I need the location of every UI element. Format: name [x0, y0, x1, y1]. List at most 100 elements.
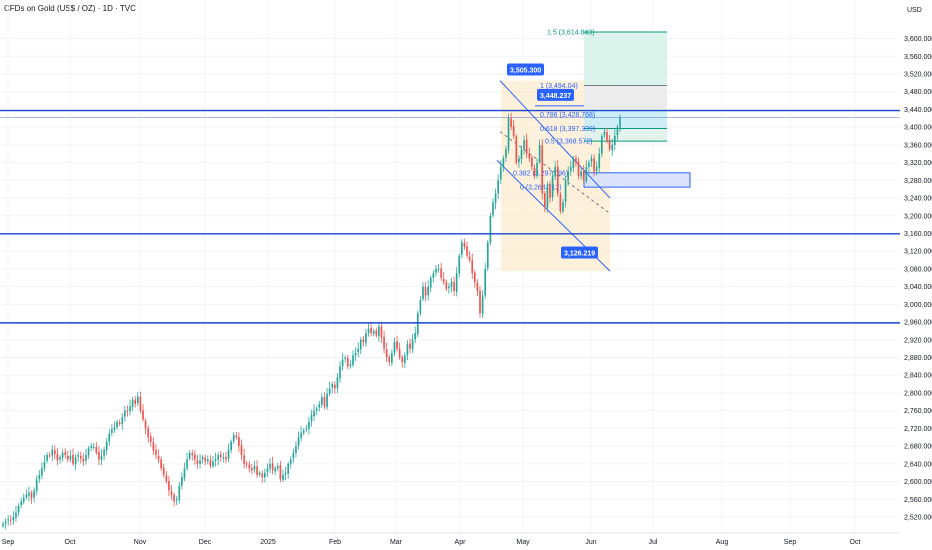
candle-body [98, 451, 100, 460]
grid [0, 0, 900, 533]
candle-body [401, 357, 404, 362]
fib-label: 0 (3,264.712) [520, 185, 562, 192]
candle-body [572, 158, 575, 168]
candle-body [7, 519, 10, 521]
candle-body [206, 459, 209, 462]
candle-body [492, 202, 494, 216]
candle-body [4, 521, 7, 524]
candle-body [51, 449, 54, 456]
candle-body [549, 184, 551, 199]
candle-body [437, 268, 440, 270]
candle-body [61, 452, 64, 458]
candle-body [344, 357, 347, 359]
candle-body [359, 339, 362, 350]
candle-body [235, 435, 238, 438]
candle-body [427, 286, 430, 296]
candle-body [87, 448, 90, 456]
candle-body [219, 454, 222, 458]
candle-body [613, 136, 616, 145]
y-tick-label: 3,000.000 [904, 302, 932, 309]
candle-body [149, 436, 152, 442]
currency-label: USD [907, 7, 922, 14]
price-callout [507, 63, 544, 76]
candle-body [118, 422, 121, 424]
fib-label: 0.382 (3,297.096) [513, 170, 568, 177]
candle-body [217, 454, 220, 460]
candle-body [554, 167, 557, 177]
y-tick-label: 3,400.000 [904, 125, 932, 132]
candle-body [263, 472, 266, 478]
fib-label: 0.786 (3,428.768) [540, 112, 595, 119]
candle-body [380, 326, 383, 338]
candle-body [46, 454, 48, 461]
y-tick-label: 2,880.000 [904, 355, 932, 362]
candle-body [214, 459, 217, 461]
y-tick-label: 2,800.000 [904, 390, 932, 397]
candle-body [191, 453, 194, 455]
candle-body [204, 457, 207, 462]
candle-body [593, 158, 595, 172]
fib-band-cyan [584, 110, 667, 129]
candle-body [54, 450, 56, 455]
fib-label: 1 (3,494.04) [540, 83, 578, 90]
candle-body [66, 455, 69, 460]
candle-body [105, 441, 108, 451]
candle-body [619, 117, 621, 128]
candle-body [212, 461, 214, 467]
candle-body [225, 457, 227, 460]
fib-label: 1.5 (3,614.843) [547, 30, 594, 37]
candle-body [256, 466, 258, 475]
fib-band-green [584, 128, 667, 142]
x-tick-label: Mar [390, 539, 403, 546]
candle-body [590, 158, 593, 162]
y-tick-label: 3,480.000 [904, 89, 932, 96]
candle-body [372, 330, 375, 334]
candle-body [90, 446, 92, 448]
candle-body [178, 485, 181, 500]
candle-body [556, 166, 559, 194]
candle-body [165, 475, 168, 482]
candle-body [92, 447, 95, 449]
candle-body [222, 457, 225, 459]
x-tick-label: May [516, 539, 530, 546]
candle-body [365, 333, 367, 343]
candle-body [157, 455, 160, 460]
candle-body [289, 459, 292, 464]
fib-label: 0.618 (3,397.339) [540, 126, 595, 133]
y-tick-label: 3,080.000 [904, 266, 932, 273]
candle-body [100, 455, 103, 460]
candle-body [271, 463, 274, 471]
candle-body [251, 468, 253, 471]
candle-body [126, 411, 129, 413]
candle-body [95, 447, 98, 453]
candle-body [188, 452, 191, 459]
candle-body [144, 420, 147, 429]
candle-body [41, 468, 43, 476]
candle-body [370, 327, 372, 334]
candle-body [588, 162, 590, 168]
candle-body [424, 287, 427, 296]
y-tick-label: 3,160.000 [904, 231, 932, 238]
candle-body [463, 242, 466, 247]
y-tick-label: 2,760.000 [904, 408, 932, 415]
y-axis: USD 2,520.000 2,560.000 2,600.000 2,640.000 2… [900, 0, 932, 550]
candle-body [515, 136, 518, 163]
candle-body [30, 492, 33, 499]
candle-body [582, 171, 585, 181]
candle-body [238, 437, 240, 447]
candle-body [20, 501, 22, 506]
price-callout [561, 246, 598, 259]
candle-body [494, 193, 497, 204]
candle-body [510, 118, 512, 128]
x-tick-label: Feb [329, 539, 341, 546]
target-zone [584, 32, 667, 86]
candle-body [243, 455, 245, 464]
candle-body [276, 466, 279, 469]
candle-body [168, 481, 170, 491]
y-tick-label: 3,040.000 [904, 284, 932, 291]
candle-body [396, 341, 398, 349]
candle-body [230, 441, 232, 451]
candle-body [391, 353, 393, 363]
candle-body [562, 202, 564, 212]
